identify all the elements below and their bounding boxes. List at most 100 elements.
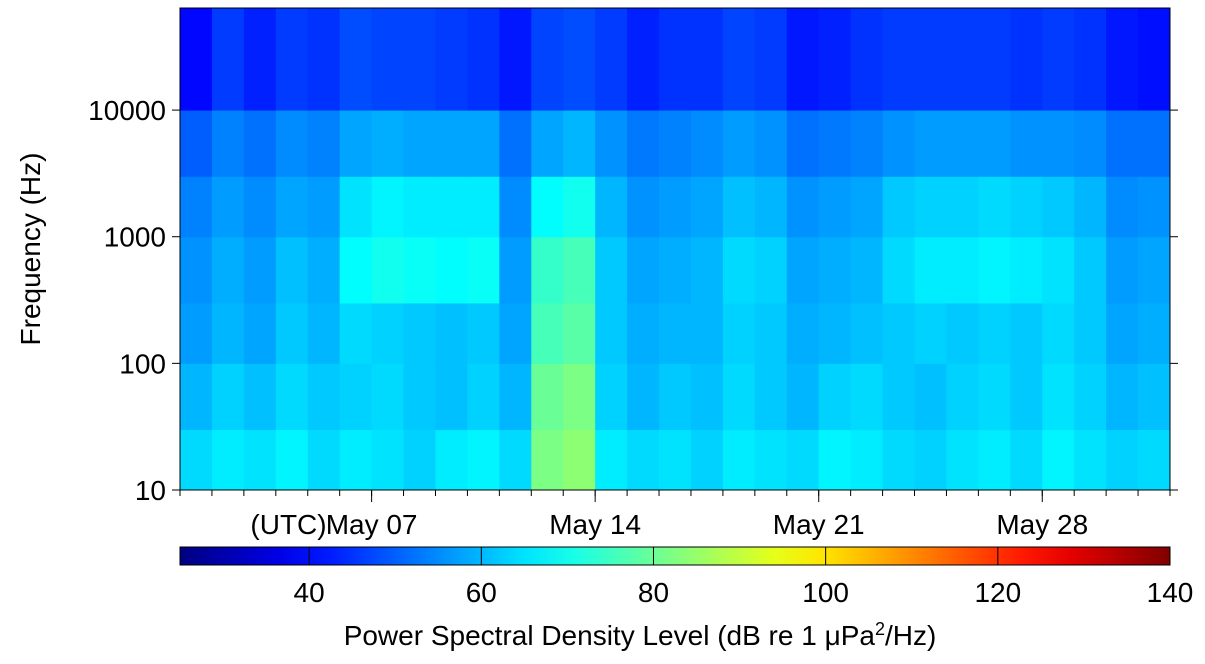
heatmap-cell (435, 363, 468, 431)
heatmap-cell (499, 176, 532, 238)
heatmap-cell (371, 429, 405, 491)
heatmap-cell (435, 302, 468, 364)
heatmap-cell (563, 363, 596, 431)
heatmap-cell (1010, 302, 1043, 364)
heatmap-cell (786, 302, 820, 364)
heatmap-cell (818, 176, 852, 238)
y-tick-label: 100 (119, 348, 166, 379)
heatmap-cell (978, 363, 1011, 431)
colorbar-tick-label: 80 (638, 577, 669, 608)
heatmap-cell (627, 429, 660, 491)
plot-frame (179, 7, 1171, 491)
heatmap-cell (1010, 236, 1043, 304)
heatmap-cell (722, 176, 756, 238)
heatmap-cell (403, 110, 436, 177)
heatmap-cell (563, 236, 596, 304)
heatmap-cell (243, 8, 277, 111)
heatmap-cell (531, 8, 564, 111)
heatmap-cell (1042, 302, 1075, 364)
heatmap-cell (275, 8, 309, 111)
heatmap-cell (850, 302, 884, 364)
heatmap-cell (595, 176, 628, 238)
heatmap-cell (595, 363, 628, 431)
heatmap-cell (307, 363, 341, 431)
heatmap-cell (403, 8, 436, 111)
heatmap-cell (754, 110, 788, 177)
heatmap-cell (339, 363, 373, 431)
heatmap-cell (180, 176, 213, 238)
heatmap-cell (243, 363, 277, 431)
heatmap-cell (1074, 236, 1107, 304)
heatmap-cell (818, 363, 852, 431)
heatmap-cell (722, 8, 756, 111)
heatmap-cell (499, 110, 532, 177)
heatmap-cell (403, 302, 436, 364)
heatmap-cell (659, 363, 692, 431)
colorbar-tick-label: 60 (466, 577, 497, 608)
heatmap-cell (339, 302, 373, 364)
heatmap-cell (722, 363, 756, 431)
heatmap-cell (180, 110, 213, 177)
heatmap-cell (1010, 176, 1043, 238)
heatmap-cell (531, 176, 564, 238)
heatmap-cell (786, 110, 820, 177)
heatmap-cell (1106, 176, 1139, 238)
heatmap-cell (659, 110, 692, 177)
heatmap-cell (339, 176, 373, 238)
heatmap-cell (243, 110, 277, 177)
heatmap-cell (882, 8, 916, 111)
heatmap-cell (371, 8, 405, 111)
heatmap-cell (659, 302, 692, 364)
heatmap-cell (435, 429, 468, 491)
heatmap-cell (914, 302, 947, 364)
heatmap-cell (850, 8, 884, 111)
heatmap-cell (914, 429, 947, 491)
heatmap-cell (180, 429, 213, 491)
heatmap-cell (275, 302, 309, 364)
colorbar-tick-label: 120 (974, 577, 1021, 608)
heatmap-cell (1042, 236, 1075, 304)
heatmap-cell (403, 429, 436, 491)
heatmap-cell (690, 302, 724, 364)
heatmap-cell (946, 429, 979, 491)
heatmap-cell (243, 176, 277, 238)
heatmap-cell (1138, 429, 1171, 491)
heatmap-cell (1074, 302, 1107, 364)
heatmap-cell (690, 236, 724, 304)
heatmap-cell (1138, 363, 1171, 431)
heatmap-cell (1074, 429, 1107, 491)
heatmap-cell (1042, 110, 1075, 177)
heatmap-cell (499, 302, 532, 364)
heatmap-cell (690, 363, 724, 431)
heatmap-cell (563, 429, 596, 491)
heatmap-cell (659, 429, 692, 491)
heatmap-cell (243, 236, 277, 304)
heatmap-cell (467, 8, 500, 111)
heatmap-cell (339, 429, 373, 491)
heatmap-cell (1042, 8, 1075, 111)
heatmap-cell (1106, 110, 1139, 177)
heatmap-cell (211, 429, 245, 491)
heatmap-cell (1074, 363, 1107, 431)
heatmap-cell (818, 429, 852, 491)
heatmap-cell (1010, 8, 1043, 111)
colorbar-label-text: /Hz) (885, 620, 936, 651)
heatmap-cell (722, 302, 756, 364)
heatmap-cell (275, 176, 309, 238)
heatmap-cell (1106, 8, 1139, 111)
heatmap-cell (882, 176, 916, 238)
heatmap-cell (659, 236, 692, 304)
x-tick-label: May 21 (773, 509, 865, 540)
heatmap-cell (690, 429, 724, 491)
heatmap-cell (754, 429, 788, 491)
heatmap-cell (211, 176, 245, 238)
heatmap-cell (435, 236, 468, 304)
heatmap-cell (690, 110, 724, 177)
heatmap-cell (307, 236, 341, 304)
heatmap-cell (1042, 176, 1075, 238)
colorbar-label-sup: 2 (875, 619, 885, 639)
heatmap-cell (435, 176, 468, 238)
heatmap-cell (754, 236, 788, 304)
heatmap-cell (371, 302, 405, 364)
